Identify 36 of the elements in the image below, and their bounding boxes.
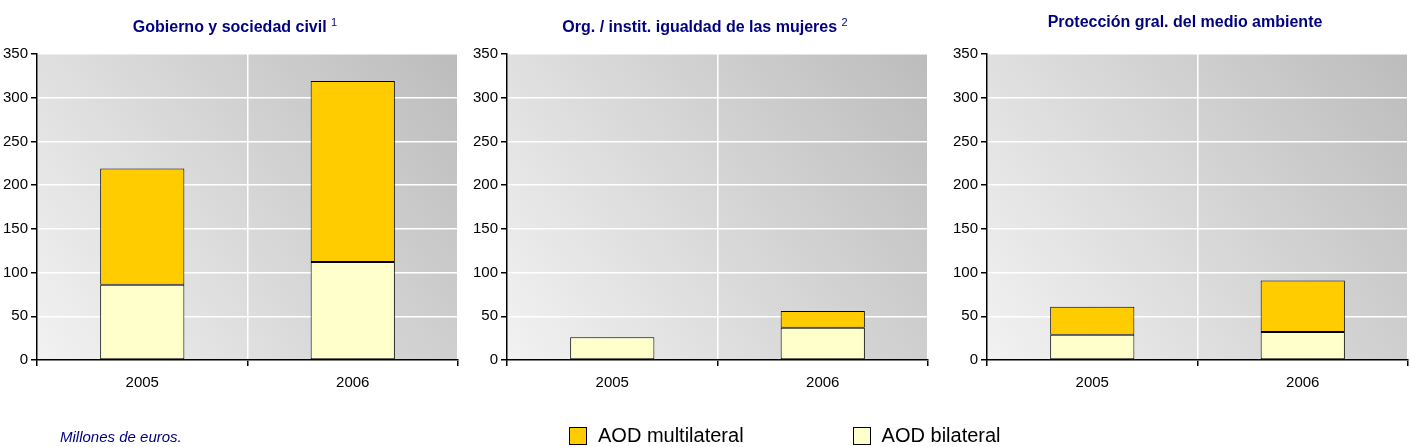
y-tick-label: 150: [953, 219, 979, 236]
y-tick-label: 250: [953, 131, 979, 149]
y-tick-label: 100: [953, 262, 979, 280]
x-tick-label: 2005: [595, 373, 629, 391]
y-tick-label: 150: [473, 219, 499, 236]
text: Millones de euros.: [60, 428, 182, 445]
x-tick-label: 2006: [806, 373, 840, 391]
y-tick-label: 200: [473, 175, 499, 193]
x-tick-label: 2006: [336, 373, 370, 391]
y-tick-label: 100: [3, 262, 29, 280]
y-tick-label: 200: [3, 175, 29, 193]
y-tick-label: 250: [3, 131, 29, 149]
y-tick-label: 50: [11, 306, 29, 324]
x-tick-label: 2005: [1075, 373, 1109, 391]
chart-title: Protección gral. del medio ambiente: [1046, 12, 1324, 32]
y-tick-label: 250: [473, 131, 499, 149]
y-tick-label: 0: [969, 350, 979, 368]
legend-label: AOD multilateral: [598, 424, 744, 447]
y-tick-label: 350: [953, 44, 979, 62]
y-tick-label: 50: [481, 306, 499, 324]
y-tick-label: 300: [953, 87, 979, 105]
chart-title: Gobierno y sociedad civil $^{1}$: [131, 15, 339, 38]
y-tick-label: 200: [953, 175, 979, 193]
y-tick-label: 0: [489, 350, 499, 368]
y-tick-label: 150: [3, 219, 29, 236]
x-tick-label: 2005: [125, 373, 159, 391]
legend-label: AOD bilateral: [881, 424, 1001, 447]
y-tick-label: 300: [473, 87, 499, 105]
y-tick-label: 300: [3, 87, 29, 105]
x-tick-label: 2006: [1286, 373, 1320, 391]
y-tick-label: 350: [3, 44, 29, 62]
y-tick-label: 100: [473, 262, 499, 280]
chart-title: Org. / instit. igualdad de las mujeres $^{2}$: [561, 15, 849, 38]
y-tick-label: 350: [473, 44, 499, 62]
y-tick-label: 0: [19, 350, 29, 368]
y-tick-label: 50: [961, 306, 979, 324]
